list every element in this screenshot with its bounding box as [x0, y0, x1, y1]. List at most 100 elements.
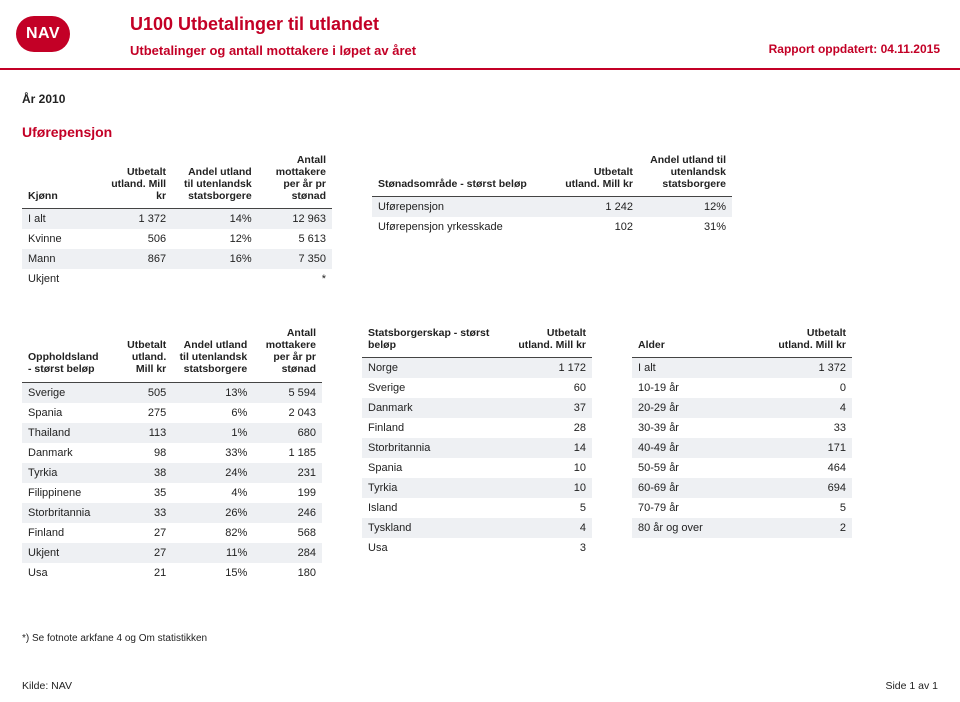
- cell-value: 4%: [172, 483, 253, 503]
- cell-label: Danmark: [22, 443, 111, 463]
- cell-label: Filippinene: [22, 483, 111, 503]
- cell-value: 867: [102, 249, 172, 269]
- table-row: Kvinne50612%5 613: [22, 229, 332, 249]
- table-row: Ukjent2711%284: [22, 543, 322, 563]
- cell-value: 35: [111, 483, 172, 503]
- cell-value: 4: [508, 518, 592, 538]
- table-row: Sverige60: [362, 378, 592, 398]
- cell-label: Usa: [362, 538, 508, 558]
- cell-value: 60: [508, 378, 592, 398]
- table-row: Tyrkia10: [362, 478, 592, 498]
- cell-value: 246: [253, 503, 322, 523]
- cell-label: Storbritannia: [362, 438, 508, 458]
- col-andel: Andel utland til utenlandsk statsborgere: [172, 150, 258, 209]
- cell-label: Finland: [22, 523, 111, 543]
- col-andel: Andel utland til utenlandsk statsborgere: [172, 323, 253, 382]
- cell-label: Uførepensjon: [372, 197, 556, 218]
- cell-value: 171: [768, 438, 852, 458]
- col-utbetalt: Utbetalt utland. Mill kr: [111, 323, 172, 382]
- table-row: Sverige50513%5 594: [22, 382, 322, 403]
- cell-value: 1 242: [556, 197, 639, 218]
- cell-label: Storbritannia: [22, 503, 111, 523]
- report-updated: Rapport oppdatert: 04.11.2015: [769, 42, 940, 58]
- cell-value: 102: [556, 217, 639, 237]
- col-oppholdsland: Oppholdsland - størst beløp: [22, 323, 111, 382]
- report-subtitle: Utbetalinger og antall mottakere i løpet…: [130, 43, 769, 58]
- cell-value: 464: [768, 458, 852, 478]
- table-kjonn: Kjønn Utbetalt utland. Mill kr Andel utl…: [22, 150, 332, 289]
- col-utbetalt: Utbetalt utland. Mill kr: [556, 150, 639, 197]
- cell-value: 33: [768, 418, 852, 438]
- cell-label: 80 år og over: [632, 518, 768, 538]
- cell-value: 12%: [172, 229, 258, 249]
- cell-value: 1 172: [508, 358, 592, 379]
- cell-label: 70-79 år: [632, 498, 768, 518]
- table-row: Ukjent*: [22, 269, 332, 289]
- cell-value: 1%: [172, 423, 253, 443]
- cell-value: 28: [508, 418, 592, 438]
- cell-value: 12%: [639, 197, 732, 218]
- cell-value: 10: [508, 458, 592, 478]
- cell-label: Danmark: [362, 398, 508, 418]
- cell-value: 2: [768, 518, 852, 538]
- table-row: Finland2782%568: [22, 523, 322, 543]
- table-row: Filippinene354%199: [22, 483, 322, 503]
- cell-label: Ukjent: [22, 543, 111, 563]
- cell-value: 680: [253, 423, 322, 443]
- cell-label: 50-59 år: [632, 458, 768, 478]
- table-row: Storbritannia3326%246: [22, 503, 322, 523]
- footer-source: Kilde: NAV: [22, 680, 72, 692]
- table-row: I alt1 37214%12 963: [22, 209, 332, 230]
- cell-value: 199: [253, 483, 322, 503]
- cell-value: 27: [111, 523, 172, 543]
- table-row: 20-29 år4: [632, 398, 852, 418]
- cell-value: 5 613: [258, 229, 332, 249]
- cell-label: Ukjent: [22, 269, 102, 289]
- cell-value: 505: [111, 382, 172, 403]
- cell-value: 2 043: [253, 403, 322, 423]
- cell-value: [172, 269, 258, 289]
- table-row: Danmark9833%1 185: [22, 443, 322, 463]
- footer-page: Side 1 av 1: [885, 680, 938, 692]
- cell-label: Island: [362, 498, 508, 518]
- cell-value: 10: [508, 478, 592, 498]
- table-stonadsomrade: Stønadsområde - størst beløp Utbetalt ut…: [372, 150, 732, 237]
- table-row: Tyskland4: [362, 518, 592, 538]
- col-utbetalt: Utbetalt utland. Mill kr: [102, 150, 172, 209]
- cell-value: 7 350: [258, 249, 332, 269]
- cell-value: 1 372: [102, 209, 172, 230]
- table-alder: Alder Utbetalt utland. Mill kr I alt1 37…: [632, 323, 852, 538]
- cell-value: [102, 269, 172, 289]
- cell-value: 694: [768, 478, 852, 498]
- cell-label: Kvinne: [22, 229, 102, 249]
- cell-label: Thailand: [22, 423, 111, 443]
- cell-value: 275: [111, 403, 172, 423]
- table-row: Uførepensjon yrkesskade10231%: [372, 217, 732, 237]
- table-row: Norge1 172: [362, 358, 592, 379]
- table-row: Spania2756%2 043: [22, 403, 322, 423]
- cell-value: 21: [111, 563, 172, 583]
- cell-value: 5: [768, 498, 852, 518]
- cell-label: Tyrkia: [362, 478, 508, 498]
- col-andel: Andel utland til utenlandsk statsborgere: [639, 150, 732, 197]
- table-statsborgerskap: Statsborgerskap - størst beløp Utbetalt …: [362, 323, 592, 558]
- table-row: Storbritannia14: [362, 438, 592, 458]
- table-oppholdsland: Oppholdsland - størst beløp Utbetalt utl…: [22, 323, 322, 582]
- col-alder: Alder: [632, 323, 768, 358]
- table-row: Island5: [362, 498, 592, 518]
- cell-label: Tyskland: [362, 518, 508, 538]
- cell-value: 38: [111, 463, 172, 483]
- cell-value: 11%: [172, 543, 253, 563]
- table-row: 50-59 år464: [632, 458, 852, 478]
- cell-value: 5: [508, 498, 592, 518]
- year-label: År 2010: [22, 92, 960, 106]
- table-row: 30-39 år33: [632, 418, 852, 438]
- table-row: Uførepensjon1 24212%: [372, 197, 732, 218]
- cell-value: 31%: [639, 217, 732, 237]
- cell-value: 284: [253, 543, 322, 563]
- cell-value: 568: [253, 523, 322, 543]
- section-title: Uførepensjon: [22, 124, 960, 140]
- cell-label: 20-29 år: [632, 398, 768, 418]
- cell-label: I alt: [22, 209, 102, 230]
- cell-value: 6%: [172, 403, 253, 423]
